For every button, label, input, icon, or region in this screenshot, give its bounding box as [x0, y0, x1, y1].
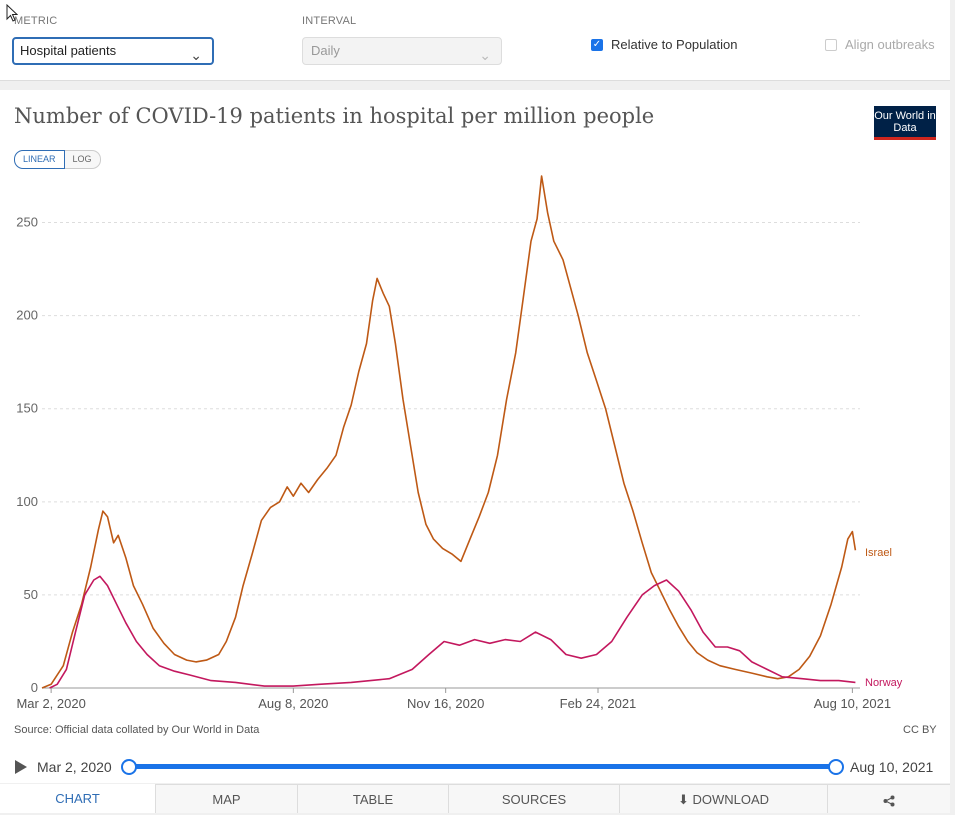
y-tick-label: 250: [16, 215, 38, 230]
chart-title: Number of COVID-19 patients in hospital …: [14, 104, 655, 128]
chevron-down-icon: ⌄: [479, 47, 491, 63]
series-lines: Israel Norway: [41, 175, 903, 689]
y-tick-label: 200: [16, 308, 38, 323]
y-tick-label: 0: [31, 680, 38, 695]
interval-value: Daily: [311, 43, 340, 58]
metric-label: METRIC: [14, 15, 58, 27]
tab-table[interactable]: TABLE: [297, 784, 448, 813]
source-note: Source: Official data collated by Our Wo…: [14, 724, 260, 736]
mouse-cursor-icon: [6, 4, 18, 22]
align-label: Align outbreaks: [845, 37, 935, 52]
timeline-start-label: Mar 2, 2020: [37, 759, 112, 775]
y-axis: 0 50 100 150 200 250: [16, 215, 38, 695]
x-tick-label: Mar 2, 2020: [16, 696, 85, 711]
x-tick-label: Aug 8, 2020: [258, 696, 328, 711]
tab-bar: CHART MAP TABLE SOURCES ⬇ DOWNLOAD: [0, 784, 950, 813]
x-axis: Mar 2, 2020 Aug 8, 2020 Nov 16, 2020 Feb 24…: [16, 687, 891, 711]
y-tick-label: 50: [24, 587, 38, 602]
relative-to-population-toggle[interactable]: ✓ Relative to Population: [591, 37, 737, 52]
gridlines: [42, 222, 860, 596]
log-scale-button[interactable]: LOG: [64, 150, 101, 169]
interval-select[interactable]: Daily ⌄: [302, 37, 502, 65]
series-line-israel: [41, 175, 857, 689]
linear-scale-button[interactable]: LINEAR: [14, 150, 65, 169]
y-tick-label: 100: [16, 494, 38, 509]
timeline-start-handle[interactable]: [121, 759, 137, 775]
tab-sources[interactable]: SOURCES: [448, 784, 619, 813]
timeline-end-handle[interactable]: [828, 759, 844, 775]
download-label: DOWNLOAD: [692, 792, 770, 807]
owid-logo[interactable]: Our World in Data: [874, 106, 936, 140]
metric-select[interactable]: Hospital patients ⌄: [12, 37, 214, 65]
checkbox-checked-icon[interactable]: ✓: [591, 38, 603, 51]
controls-bar: METRIC Hospital patients ⌄ INTERVAL Dail…: [0, 0, 950, 81]
metric-value: Hospital patients: [20, 43, 117, 58]
series-label-israel: Israel: [865, 547, 892, 559]
x-tick-label: Aug 10, 2021: [814, 696, 891, 711]
align-outbreaks-toggle[interactable]: Align outbreaks: [825, 37, 935, 52]
timeline: Mar 2, 2020 Aug 10, 2021: [0, 752, 950, 782]
y-tick-label: 150: [16, 401, 38, 416]
play-icon[interactable]: [15, 760, 27, 774]
interval-label: INTERVAL: [302, 15, 357, 27]
download-icon: ⬇: [677, 792, 689, 807]
series-label-norway: Norway: [865, 677, 903, 689]
timeline-track[interactable]: [128, 764, 835, 769]
chart-card: [0, 90, 950, 783]
relative-label: Relative to Population: [611, 37, 738, 52]
share-icon: [883, 795, 895, 807]
checkbox-unchecked-icon[interactable]: [825, 38, 837, 51]
x-tick-label: Feb 24, 2021: [560, 696, 637, 711]
timeline-end-label: Aug 10, 2021: [850, 759, 934, 775]
license-link[interactable]: CC BY: [903, 724, 937, 736]
scale-toggle: LINEAR LOG: [14, 150, 101, 169]
chevron-down-icon: ⌄: [190, 47, 202, 63]
tab-share[interactable]: [827, 784, 950, 813]
tab-download[interactable]: ⬇ DOWNLOAD: [619, 784, 827, 813]
x-tick-label: Nov 16, 2020: [407, 696, 484, 711]
series-line-norway: [49, 575, 856, 689]
tab-map[interactable]: MAP: [155, 784, 297, 813]
tab-chart[interactable]: CHART: [0, 784, 155, 813]
